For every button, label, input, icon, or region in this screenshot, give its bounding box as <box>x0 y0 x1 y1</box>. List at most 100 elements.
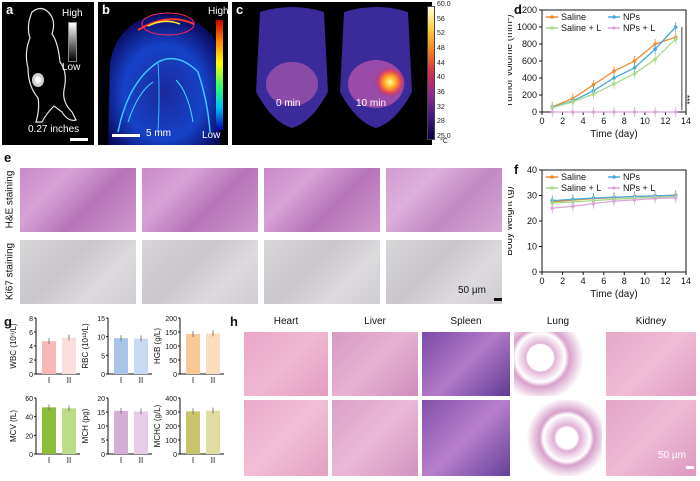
panel-c-label-left: 0 min <box>276 98 301 109</box>
spleen-tile-2 <box>422 400 510 476</box>
d-ytick-label-3: 600 <box>522 56 537 66</box>
f-ytick-label-3: 30 <box>527 191 537 201</box>
d-ytick-label-5: 1000 <box>517 22 537 32</box>
thermal-mice <box>256 7 412 128</box>
g2-ytick-label-1: 50 <box>169 358 177 365</box>
d-point-0-5 <box>653 42 657 46</box>
he-tile-3 <box>264 168 380 232</box>
f-legend-marker-1 <box>612 175 616 179</box>
panel-c-tick-8: 28 <box>437 118 445 126</box>
g5-xtick-label-0: I <box>192 456 194 465</box>
g4-ytick-label-3: 15 <box>97 410 105 417</box>
f-xtick-label-5: 10 <box>640 276 650 286</box>
f-legend-marker-2 <box>550 186 554 190</box>
panel-e-row2-label: Ki67 staining <box>2 240 16 304</box>
d-legend-label-0: Saline <box>561 12 586 22</box>
d-ytick-label-4: 800 <box>522 39 537 49</box>
panel-c-thermal-image: 0 min 10 min <box>232 2 432 145</box>
g0-bar-0 <box>42 341 56 374</box>
panel-c-unit: °C <box>440 138 448 145</box>
d-point-2-1 <box>571 100 575 104</box>
d-point-0-3 <box>612 69 616 73</box>
d-ytick-label-6: 1200 <box>517 5 537 15</box>
g1-ylabel: RBC (10¹²/L) <box>81 323 90 369</box>
f-point-3-1 <box>571 204 575 209</box>
g1-ytick-label-2: 10 <box>97 335 105 342</box>
g1-bar-0 <box>114 338 128 374</box>
d-xtick-label-2: 4 <box>581 116 586 126</box>
panel-c-tick-6: 36 <box>437 89 445 96</box>
d-point-1-3 <box>612 76 616 80</box>
lung-tile-1 <box>514 332 602 396</box>
panel-letter-f: f <box>514 162 519 177</box>
panel-b-scale-text: 5 mm <box>146 128 171 139</box>
kidney-tile-2 <box>606 400 696 476</box>
g5-ytick-label-3: 300 <box>165 410 177 417</box>
g5-bar-1 <box>206 410 220 454</box>
f-legend-marker-3 <box>612 186 616 190</box>
g5-ytick-label-0: 0 <box>173 452 177 459</box>
g5-ytick-label-1: 100 <box>165 438 177 445</box>
g2-xtick-label-0: I <box>192 376 194 385</box>
d-legend-label-2: Saline + L <box>561 23 601 33</box>
d-legend-marker-1 <box>612 15 616 19</box>
d-ytick-label-2: 400 <box>522 73 537 83</box>
panel-f-body-weight-chart: 0 2 4 6 8 10 12 14 0 10 20 30 40 Time (day) Body weigh… <box>508 165 691 300</box>
spleen-tile-1 <box>422 332 510 396</box>
g0-xtick-label-1: II <box>67 376 71 385</box>
g2-bar-1 <box>206 333 220 374</box>
panel-b-bar-high: High <box>208 6 228 17</box>
d-xtick-label-6: 12 <box>660 116 670 126</box>
g5-ylabel: MCHC (g/L) <box>153 404 162 447</box>
d-point-2-6 <box>673 37 678 41</box>
g3-ytick-label-2: 40 <box>25 415 33 422</box>
organ-label-lung: Lung <box>546 316 570 327</box>
panel-a-scale-text: 0.27 inches <box>28 124 80 135</box>
g4-bar-0 <box>114 410 128 454</box>
f-xtick-label-0: 0 <box>539 276 544 286</box>
f-legend-label-3: NPs + L <box>623 183 655 193</box>
he-tile-1 <box>20 168 136 232</box>
g5-ytick-label-4: 400 <box>165 396 177 403</box>
d-xtick-label-5: 10 <box>640 116 650 126</box>
panel-a-bar-high: High <box>62 8 83 19</box>
g1-xtick-label-1: II <box>139 376 143 385</box>
g1-xtick-label-0: I <box>120 376 122 385</box>
panel-b-bar-low: Low <box>202 130 221 141</box>
d-point-1-6 <box>673 25 678 29</box>
g0-xtick-label-0: I <box>48 376 50 385</box>
f-point-3-6 <box>673 195 678 200</box>
g5-ytick-label-2: 200 <box>165 424 177 431</box>
g2-ytick-label-2: 100 <box>165 344 177 351</box>
organ-label-spleen: Spleen <box>450 316 482 327</box>
d-legend-marker-0 <box>550 15 554 19</box>
d-point-2-5 <box>653 57 657 62</box>
g1-bar-1 <box>134 338 148 374</box>
panel-d-tumor-volume-chart: 0 2 4 6 8 10 12 14 0 200 400 600 800 1000 1200 Time (da… <box>508 5 691 140</box>
ki67-tile-1 <box>20 240 136 304</box>
f-point-3-2 <box>591 201 596 206</box>
d-xtick-label-4: 8 <box>622 116 627 126</box>
panel-letter-d: d <box>514 2 522 17</box>
panel-letter-a: a <box>6 2 14 17</box>
d-ytick-label-0: 0 <box>532 107 537 117</box>
d-point-3-6 <box>673 110 678 114</box>
g3-bar-1 <box>62 408 76 454</box>
panel-h-scale-bar <box>686 466 694 469</box>
panel-letter-h: h <box>230 314 238 329</box>
d-ylabel: Tumor volume (mm³) <box>508 15 515 108</box>
he-tile-2 <box>142 168 258 232</box>
panel-c-tick-2: 52 <box>437 30 445 38</box>
panel-a-bar-low: Low <box>62 62 81 73</box>
d-xtick-label-7: 14 <box>681 116 691 126</box>
g0-bar-1 <box>62 337 76 374</box>
g1-ytick-label-3: 15 <box>97 316 105 323</box>
d-point-3-2 <box>591 110 596 114</box>
g0-ylabel: WBC (10⁹/L) <box>9 323 18 369</box>
d-xlabel: Time (day) <box>590 129 637 140</box>
d-point-3-5 <box>653 110 657 114</box>
g3-ylabel: MCV (fL) <box>9 410 18 442</box>
organ-label-kidney: Kidney <box>635 316 667 327</box>
d-point-3-4 <box>632 110 637 114</box>
panel-e-scale-text: 50 µm <box>458 285 486 296</box>
